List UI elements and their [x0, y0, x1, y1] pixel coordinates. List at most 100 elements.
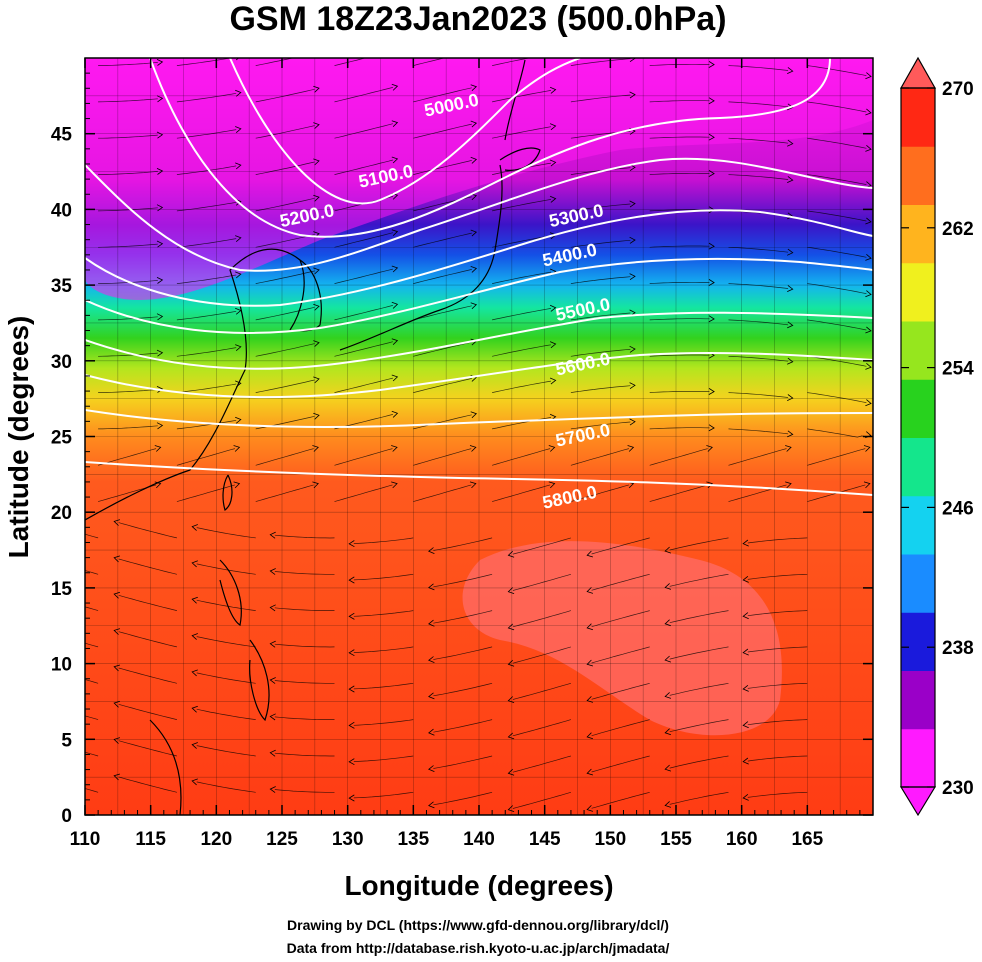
- streamline: [591, 755, 650, 773]
- streamline: [176, 92, 237, 103]
- streamline-arrowhead: [191, 778, 198, 786]
- streamline: [118, 522, 177, 539]
- streamline-arrowhead: [785, 481, 792, 489]
- streamline: [649, 484, 708, 502]
- streamline-arrowhead: [708, 424, 715, 432]
- streamline: [176, 238, 237, 248]
- streamline-arrowhead: [865, 362, 872, 370]
- streamline-arrowhead: [269, 531, 276, 539]
- streamline: [433, 573, 493, 588]
- streamline-arrowhead: [428, 656, 435, 663]
- streamline-arrowhead: [549, 86, 557, 94]
- streamline: [413, 414, 472, 430]
- streamline-arrowhead: [550, 51, 556, 57]
- streamline: [98, 171, 158, 175]
- streamline: [98, 389, 158, 393]
- streamline: [807, 319, 867, 331]
- streamline: [274, 716, 335, 720]
- streamline-arrowhead: [313, 194, 320, 202]
- streamline: [413, 448, 472, 466]
- streamline: [353, 537, 414, 544]
- streamline-arrowhead: [549, 341, 557, 349]
- streamline: [176, 274, 237, 284]
- coast-hokkaido: [499, 147, 541, 171]
- streamline-arrowhead: [36, 736, 42, 742]
- streamline-arrowhead: [313, 267, 320, 275]
- x-tick-label: 160: [726, 829, 758, 850]
- streamline-arrowhead: [742, 575, 749, 583]
- streamline: [196, 599, 256, 611]
- streamline-arrowhead: [313, 122, 320, 129]
- streamline-arrowhead: [391, 445, 398, 452]
- streamline: [669, 791, 729, 805]
- streamline-arrowhead: [313, 303, 320, 311]
- streamline: [255, 343, 315, 357]
- colorbar-frame: [900, 87, 936, 788]
- x-tick-label: 125: [266, 829, 298, 850]
- streamline: [747, 682, 808, 689]
- streamline: [570, 421, 631, 430]
- x-axis-label: Longitude (degrees): [344, 870, 613, 901]
- streamline: [747, 755, 808, 762]
- streamline-arrowhead: [235, 89, 242, 97]
- streamline: [512, 682, 571, 700]
- streamline-arrowhead: [787, 248, 794, 256]
- streamline: [570, 58, 631, 66]
- streamline: [570, 312, 631, 321]
- colorbar-label: 270: [942, 79, 974, 100]
- streamline-arrowhead: [469, 481, 477, 489]
- streamline-arrowhead: [470, 120, 478, 128]
- streamline: [334, 232, 393, 248]
- coast-borneo: [149, 719, 182, 815]
- streamline: [570, 203, 631, 212]
- colorbar-label: 254: [942, 359, 974, 380]
- streamline: [512, 537, 571, 555]
- streamline-arrowhead: [742, 721, 749, 729]
- streamline-arrowhead: [629, 382, 636, 390]
- streamline: [649, 63, 710, 66]
- streamline-arrowhead: [428, 547, 435, 554]
- streamline: [591, 610, 650, 628]
- streamline: [274, 643, 335, 648]
- streamline-arrowhead: [586, 732, 594, 740]
- streamline-arrowhead: [313, 85, 320, 93]
- streamline-arrowhead: [113, 700, 121, 708]
- streamline: [591, 537, 650, 555]
- streamline-arrowhead: [391, 301, 399, 309]
- colorbar-label: 238: [942, 638, 974, 659]
- streamline: [649, 172, 710, 175]
- streamline-arrowhead: [865, 290, 872, 298]
- streamline-arrowhead: [113, 664, 121, 672]
- streamline: [353, 719, 414, 726]
- streamline: [591, 719, 650, 737]
- streamline-arrowhead: [549, 159, 557, 167]
- x-tick-label: 150: [594, 829, 626, 850]
- streamline-arrowhead: [269, 713, 276, 721]
- streamline-arrowhead: [113, 628, 121, 635]
- streamline: [570, 239, 631, 248]
- streamline: [669, 573, 729, 587]
- streamline: [118, 631, 177, 648]
- streamline: [353, 573, 414, 581]
- streamline: [492, 90, 552, 103]
- streamline-arrowhead: [156, 386, 164, 393]
- streamline: [353, 755, 414, 762]
- streamline-arrowhead: [348, 576, 355, 584]
- streamline: [196, 781, 256, 793]
- streamline-arrowhead: [664, 801, 672, 808]
- streamline-arrowhead: [471, 48, 477, 54]
- streamline-arrowhead: [708, 133, 715, 141]
- streamline-arrowhead: [549, 304, 557, 312]
- contour-5700: [85, 409, 873, 429]
- streamline: [492, 308, 552, 321]
- streamline: [255, 270, 315, 284]
- contour-5400: [85, 257, 873, 334]
- streamline: [413, 484, 472, 502]
- streamline: [274, 789, 335, 793]
- colorbar: 270 262 254 246 238 230: [899, 56, 974, 817]
- colorbar-label: 262: [942, 219, 974, 240]
- streamline: [255, 306, 315, 321]
- streamline: [196, 672, 256, 684]
- x-tick-label: 120: [200, 829, 232, 850]
- streamline-arrowhead: [391, 156, 399, 164]
